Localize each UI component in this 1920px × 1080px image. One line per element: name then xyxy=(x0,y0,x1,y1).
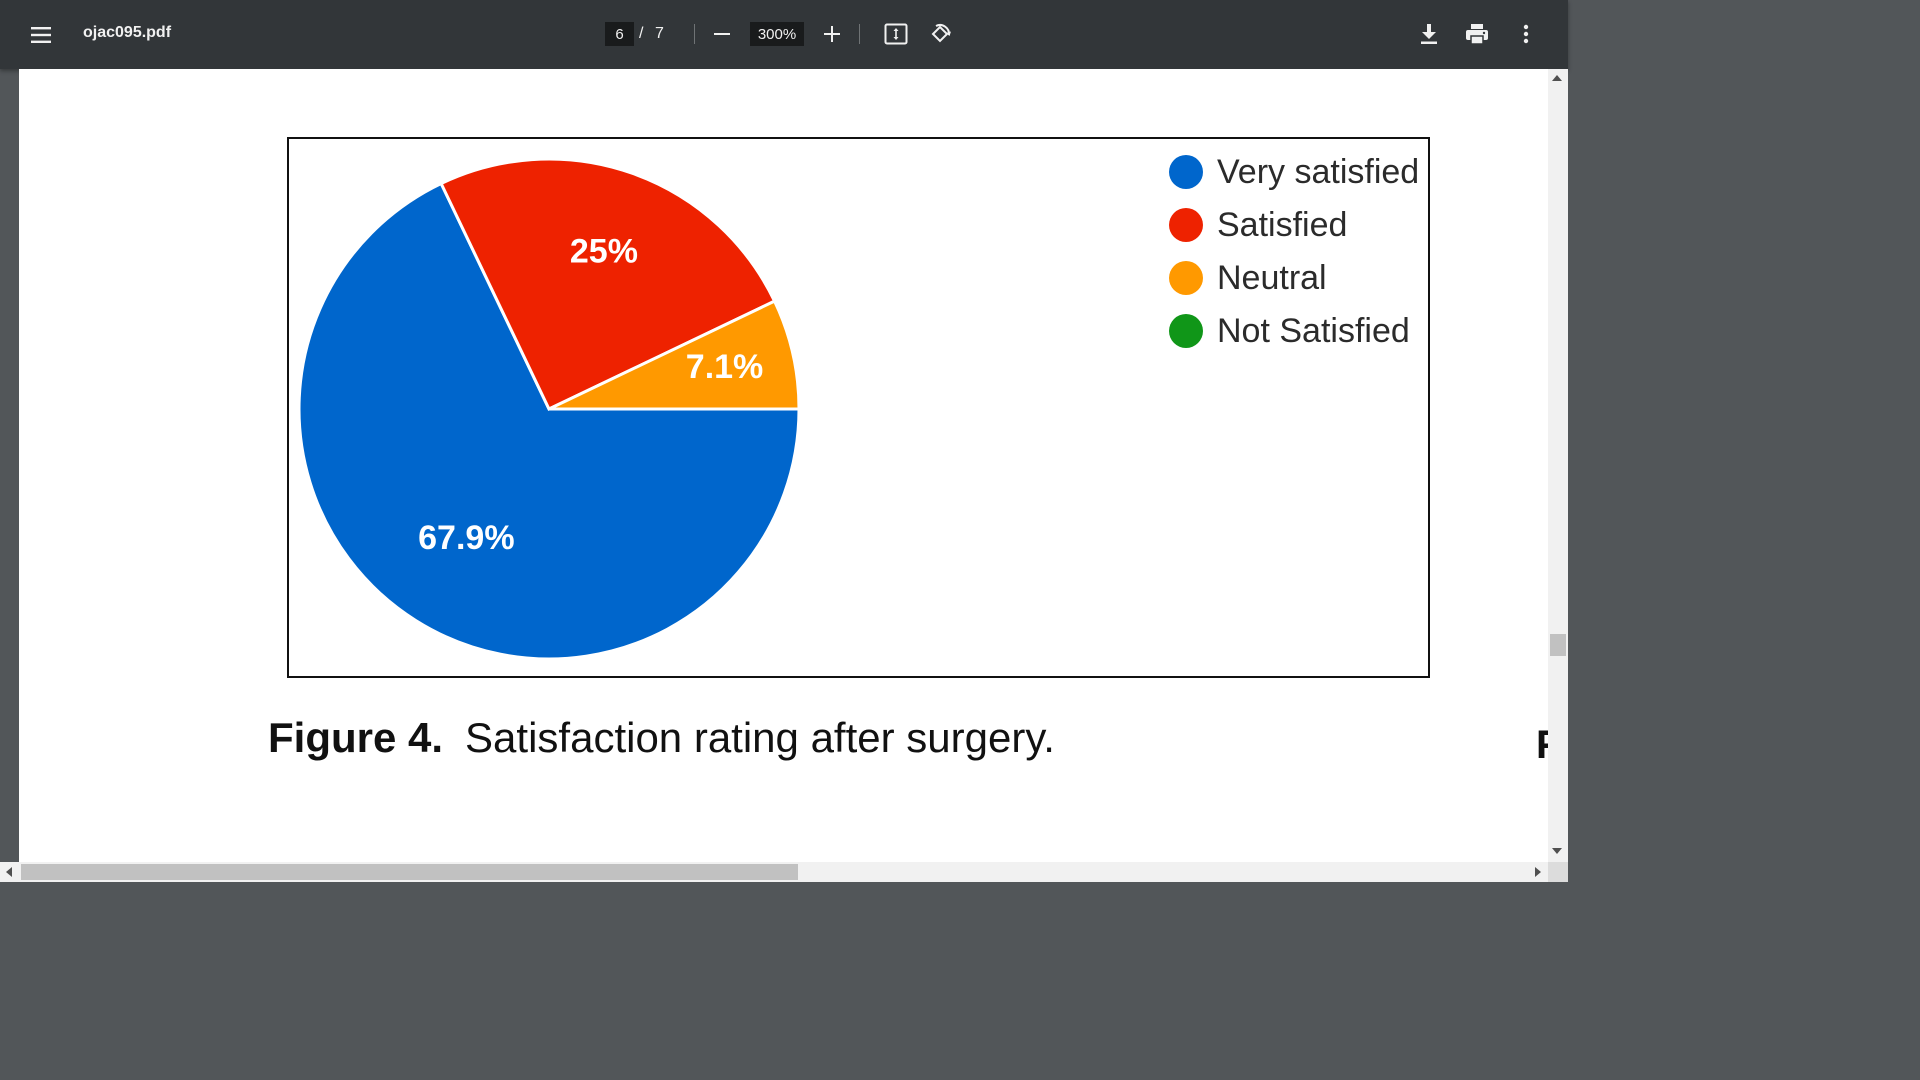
print-button[interactable] xyxy=(1462,19,1492,49)
pie-data-label: 7.1% xyxy=(686,348,764,386)
minus-icon xyxy=(714,33,730,35)
figure-caption-text: Satisfaction rating after surgery. xyxy=(465,714,1055,761)
scroll-down-arrow-icon[interactable] xyxy=(1552,848,1562,854)
horizontal-scroll-thumb[interactable] xyxy=(21,864,798,880)
scroll-up-arrow-icon[interactable] xyxy=(1552,75,1562,81)
scroll-left-arrow-icon[interactable] xyxy=(6,867,12,877)
figure-number: Figure 4. xyxy=(268,714,444,761)
plus-icon xyxy=(824,26,840,42)
fit-page-icon xyxy=(884,23,908,45)
pie-slice xyxy=(297,181,801,661)
scrollbar-corner xyxy=(1548,862,1568,882)
pie-data-label: 25% xyxy=(570,232,638,270)
pie-data-label: 67.9% xyxy=(418,519,514,557)
fit-to-page-button[interactable] xyxy=(881,19,911,49)
more-options-button[interactable] xyxy=(1512,19,1540,49)
figure-caption: Figure 4. Satisfaction rating after surge… xyxy=(268,714,1055,762)
zoom-out-button[interactable] xyxy=(708,20,736,48)
legend-item: Very satisfied xyxy=(1169,152,1419,192)
legend-item: Satisfied xyxy=(1169,205,1347,245)
file-name: ojac095.pdf xyxy=(83,24,172,41)
zoom-in-button[interactable] xyxy=(818,20,846,48)
zoom-input[interactable] xyxy=(750,22,804,46)
legend-swatch xyxy=(1169,314,1203,348)
legend-item: Not Satisfied xyxy=(1169,311,1410,351)
pie-slice xyxy=(548,299,801,411)
download-icon xyxy=(1421,24,1437,44)
print-icon xyxy=(1466,24,1488,45)
horizontal-scrollbar[interactable] xyxy=(0,862,1548,882)
legend-label: Not Satisfied xyxy=(1217,311,1410,350)
pdf-toolbar: ojac095.pdf / 7 xyxy=(0,0,1568,69)
toolbar-divider xyxy=(859,24,860,44)
total-pages: 7 xyxy=(655,25,664,42)
toolbar-divider xyxy=(694,24,695,44)
legend-label: Very satisfied xyxy=(1217,152,1420,191)
legend-swatch xyxy=(1169,261,1203,295)
hamburger-menu-icon xyxy=(31,27,51,43)
download-button[interactable] xyxy=(1414,19,1444,49)
pdf-page: 67.9% 25% 7.1% Very satisfied Satisfied Ne… xyxy=(19,69,1560,862)
figure-frame: 67.9% 25% 7.1% Very satisfied Satisfied Ne… xyxy=(287,137,1430,678)
pie-slice xyxy=(439,157,777,412)
pie-chart: 67.9% 25% 7.1% xyxy=(297,157,801,661)
scroll-right-arrow-icon[interactable] xyxy=(1535,867,1541,877)
page-number-input[interactable] xyxy=(605,22,634,46)
legend-label: Neutral xyxy=(1217,258,1327,297)
vertical-scroll-thumb[interactable] xyxy=(1550,634,1566,656)
page-separator: / xyxy=(639,25,644,42)
legend-label: Satisfied xyxy=(1217,205,1348,244)
menu-button[interactable] xyxy=(22,18,60,52)
legend-swatch xyxy=(1169,155,1203,189)
rotate-icon xyxy=(931,24,951,43)
rotate-button[interactable] xyxy=(925,19,955,49)
legend-swatch xyxy=(1169,208,1203,242)
vertical-scrollbar[interactable] xyxy=(1548,69,1568,862)
legend-item: Neutral xyxy=(1169,258,1327,298)
more-vert-icon xyxy=(1523,24,1529,44)
